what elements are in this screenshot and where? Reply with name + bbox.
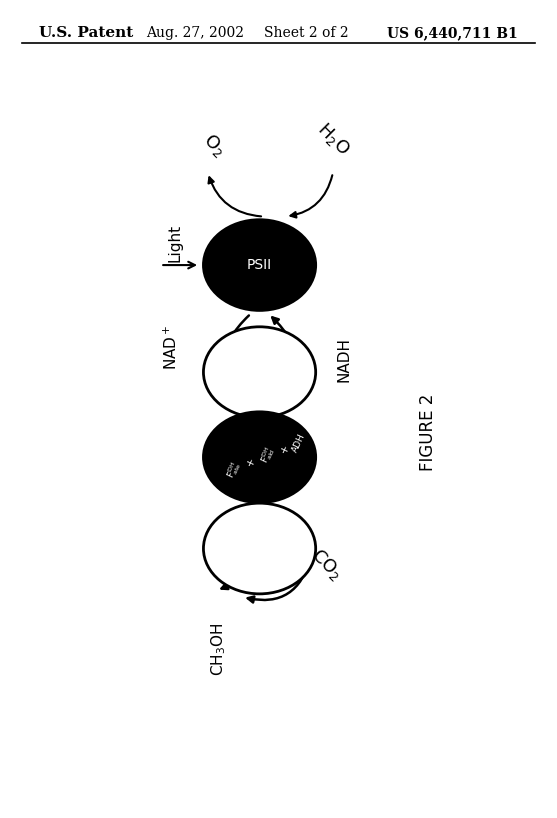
Ellipse shape [203,411,316,502]
Text: NADH: NADH [336,337,351,382]
Text: $\mathsf{F_{ate}^{DH}}$: $\mathsf{F_{ate}^{DH}}$ [223,459,244,481]
Text: $\mathregular{H_2O}$: $\mathregular{H_2O}$ [312,119,353,160]
Ellipse shape [203,503,316,594]
Text: +: + [278,443,291,454]
Text: Sheet 2 of 2: Sheet 2 of 2 [264,26,349,40]
Text: $\mathregular{O_2}$: $\mathregular{O_2}$ [199,129,229,160]
Text: ADH: ADH [291,433,307,454]
FancyArrowPatch shape [208,178,261,217]
Text: $\mathsf{F_{ald}^{DH}}$: $\mathsf{F_{ald}^{DH}}$ [257,445,277,466]
Text: $\mathregular{CH_3OH}$: $\mathregular{CH_3OH}$ [209,622,228,676]
FancyArrowPatch shape [248,558,311,603]
Text: US 6,440,711 B1: US 6,440,711 B1 [387,26,518,40]
Text: FIGURE 2: FIGURE 2 [419,393,437,470]
Text: +: + [245,456,257,468]
Text: Light: Light [168,224,183,262]
FancyArrowPatch shape [270,317,295,407]
Ellipse shape [203,327,316,417]
FancyArrowPatch shape [222,503,270,589]
Text: Aug. 27, 2002: Aug. 27, 2002 [146,26,244,40]
Text: PSII: PSII [247,258,272,272]
FancyArrowPatch shape [291,175,333,218]
FancyArrowPatch shape [224,316,249,405]
Ellipse shape [203,220,316,310]
Text: $\mathregular{CO_2}$: $\mathregular{CO_2}$ [307,545,346,584]
Text: U.S. Patent: U.S. Patent [39,26,133,40]
Text: $\mathregular{NAD^+}$: $\mathregular{NAD^+}$ [163,324,180,370]
